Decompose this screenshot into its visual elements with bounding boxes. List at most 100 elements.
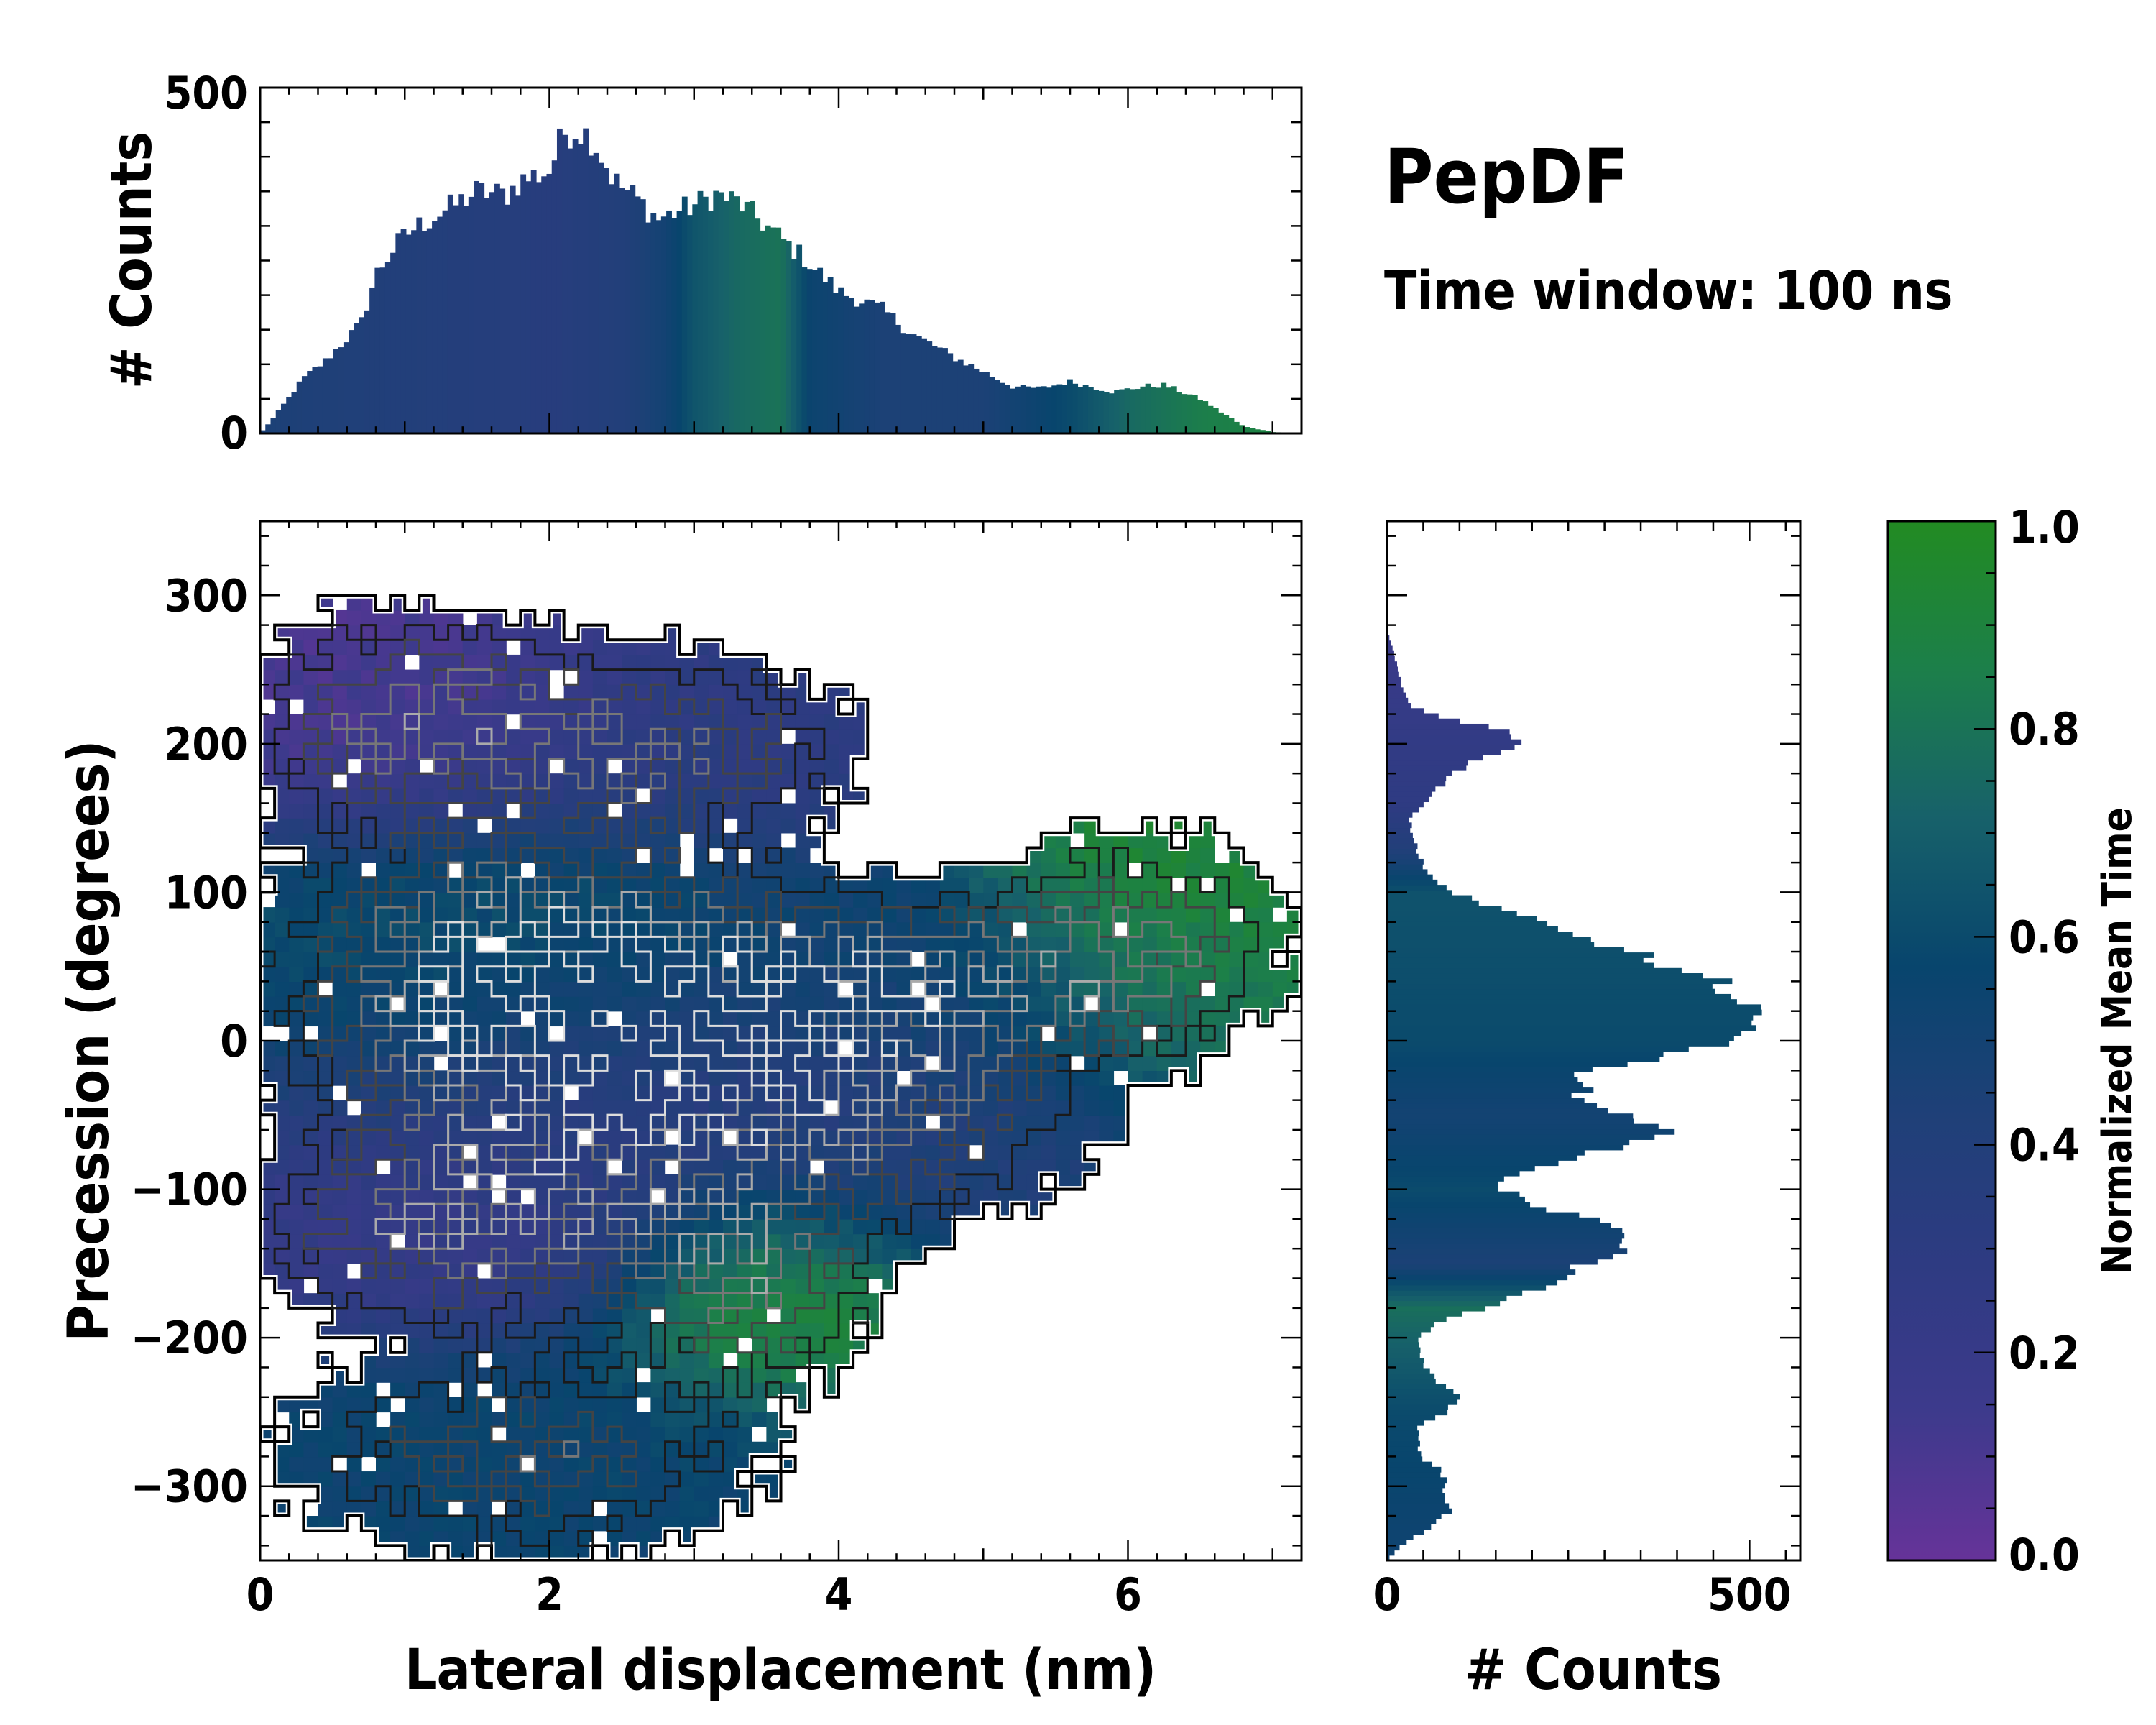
heatmap-cell xyxy=(867,966,883,983)
heatmap-cell xyxy=(636,1144,652,1160)
heatmap-cell xyxy=(708,921,724,938)
heatmap-cell xyxy=(476,1338,492,1353)
heatmap-cell xyxy=(578,1248,594,1264)
heatmap-cell xyxy=(983,1159,999,1175)
heatmap-cell xyxy=(332,907,348,923)
heatmap-cell xyxy=(462,1248,478,1264)
heatmap-cell xyxy=(839,758,854,774)
heatmap-cell xyxy=(535,832,550,849)
heatmap-cell xyxy=(665,1248,681,1264)
heatmap-cell xyxy=(346,1129,362,1146)
heatmap-cell xyxy=(419,1545,435,1560)
heatmap-cell xyxy=(520,1307,536,1324)
heatmap-cell xyxy=(1156,877,1172,893)
heatmap-cell xyxy=(867,1248,883,1264)
heatmap-cell xyxy=(766,729,782,745)
heatmap-cell xyxy=(462,1427,478,1443)
heatmap-cell xyxy=(1099,1100,1115,1116)
heatmap-cell xyxy=(607,1055,622,1072)
heatmap-cell xyxy=(867,907,883,923)
top-histogram-bar xyxy=(978,372,985,433)
heatmap-cell xyxy=(376,743,391,760)
heatmap-cell xyxy=(650,1530,666,1547)
heatmap-cell xyxy=(679,1248,695,1264)
heatmap-cell xyxy=(433,1011,449,1027)
heatmap-cell xyxy=(549,1174,565,1190)
heatmap-cell xyxy=(578,1144,594,1160)
heatmap-cell xyxy=(737,1129,752,1146)
heatmap-cell xyxy=(766,1041,782,1057)
side-histogram-bar xyxy=(1387,1196,1525,1202)
heatmap-cell xyxy=(723,788,738,804)
heatmap-cell xyxy=(1128,1026,1143,1041)
heatmap-cell xyxy=(275,1100,290,1116)
heatmap-cell xyxy=(361,1115,377,1131)
heatmap-cell xyxy=(535,1204,550,1220)
heatmap-cell xyxy=(752,1129,768,1146)
top-histogram-bar xyxy=(291,392,298,433)
top-histogram: 500 0 # Counts xyxy=(100,67,1303,459)
heatmap-cell xyxy=(1055,981,1071,997)
heatmap-cell xyxy=(448,1307,464,1324)
heatmap-cell xyxy=(520,1055,536,1072)
heatmap-cell xyxy=(303,1263,319,1279)
heatmap-cell xyxy=(679,1471,695,1487)
heatmap-cell xyxy=(592,1218,608,1235)
heatmap-cell xyxy=(520,1085,536,1101)
heatmap-cell xyxy=(809,1233,825,1249)
heatmap-cell xyxy=(723,684,738,700)
heatmap-cell xyxy=(433,818,449,834)
heatmap-cell xyxy=(867,1129,883,1146)
heatmap-cell xyxy=(592,818,608,834)
heatmap-cell xyxy=(303,1085,319,1101)
heatmap-cell xyxy=(390,1278,405,1294)
heatmap-cell xyxy=(708,1011,724,1027)
side-histogram-bar xyxy=(1387,1316,1447,1322)
heatmap-cell xyxy=(303,1189,319,1205)
heatmap-cell xyxy=(795,1055,811,1072)
heatmap-cell xyxy=(419,921,435,938)
heatmap-cell xyxy=(737,1427,752,1443)
heatmap-cell xyxy=(260,921,275,938)
heatmap-cell xyxy=(462,907,478,923)
heatmap-cell xyxy=(260,1233,275,1249)
heatmap-cell xyxy=(809,1322,825,1338)
heatmap-cell xyxy=(1200,952,1215,967)
heatmap-cell xyxy=(361,1441,377,1458)
top-histogram-bar xyxy=(832,293,839,433)
heatmap-cell xyxy=(419,595,435,611)
heatmap-cell xyxy=(665,1322,681,1338)
heatmap-cell xyxy=(563,1278,579,1294)
heatmap-cell xyxy=(766,1338,782,1353)
heatmap-cell xyxy=(275,743,290,760)
heatmap-cell xyxy=(795,1041,811,1057)
heatmap-cell xyxy=(520,1233,536,1249)
heatmap-cell xyxy=(520,758,536,774)
heatmap-cell xyxy=(275,877,290,893)
heatmap-cell xyxy=(650,1174,666,1190)
heatmap-cell xyxy=(303,877,319,893)
heatmap-cell xyxy=(405,669,420,685)
heatmap-cell xyxy=(433,1189,449,1205)
heatmap-cell xyxy=(535,714,550,730)
heatmap-cell xyxy=(708,714,724,730)
heatmap-cell xyxy=(824,1144,839,1160)
heatmap-cell xyxy=(737,1085,752,1101)
heatmap-cell xyxy=(578,1026,594,1041)
top-histogram-bar xyxy=(328,358,334,433)
heatmap-cell xyxy=(376,773,391,789)
heatmap-cell xyxy=(708,1070,724,1086)
heatmap-cell xyxy=(419,714,435,730)
heatmap-cell xyxy=(318,595,333,611)
heatmap-cell xyxy=(549,1070,565,1086)
heatmap-cell xyxy=(679,1100,695,1116)
side-histogram-bar xyxy=(1387,926,1558,932)
side-histogram-bar xyxy=(1387,687,1404,694)
heatmap-cell xyxy=(448,1486,464,1502)
heatmap-cell xyxy=(1200,921,1215,938)
heatmap-cell xyxy=(303,1427,319,1443)
top-histogram-bar xyxy=(1056,384,1063,433)
heatmap-cell xyxy=(1113,1115,1129,1131)
heatmap-cell xyxy=(622,832,637,849)
heatmap-cell xyxy=(275,773,290,789)
